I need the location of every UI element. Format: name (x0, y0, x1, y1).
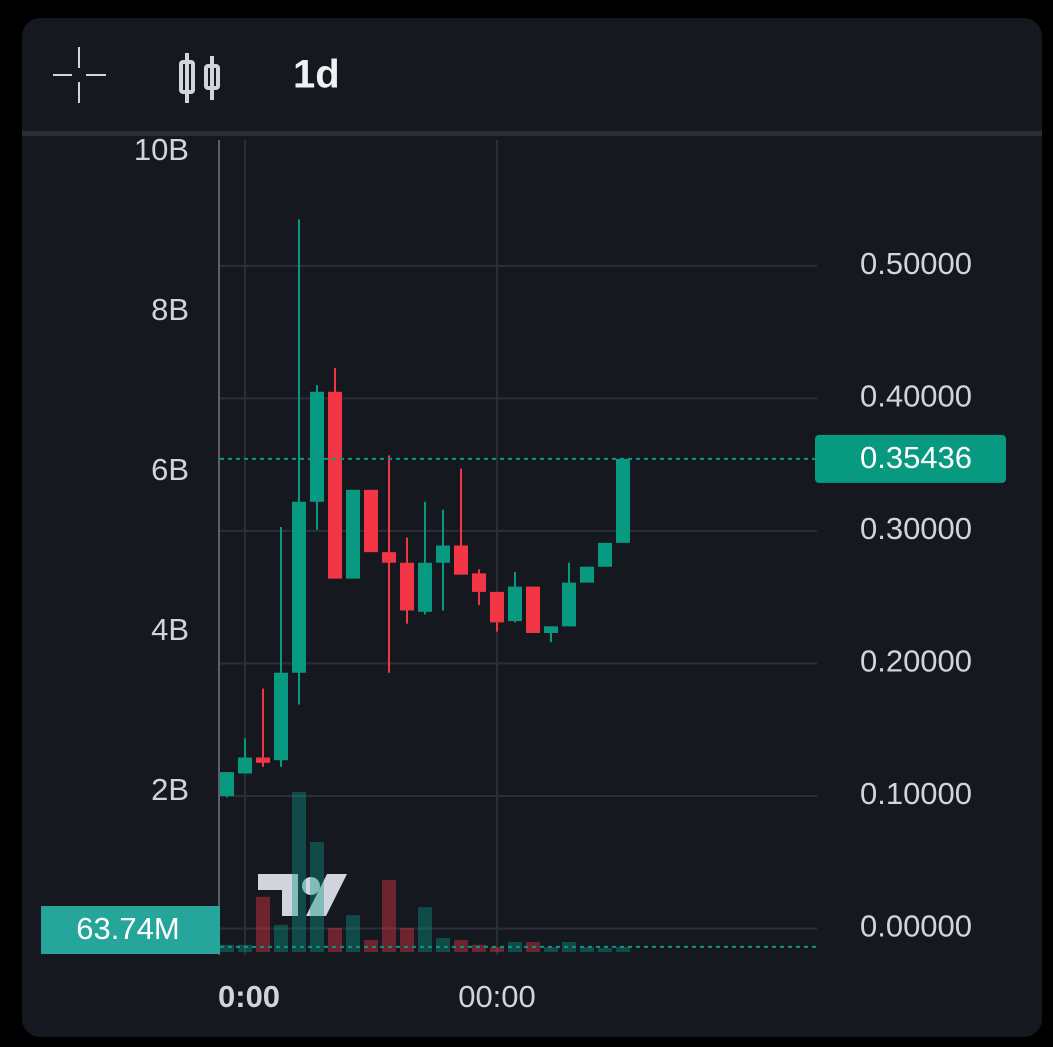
volume-bar (382, 880, 396, 952)
y-tick-label: 0.00000 (860, 909, 972, 944)
panel (22, 18, 1042, 1037)
last-volume-badge (41, 906, 220, 954)
volume-bar (328, 928, 342, 952)
volume-bar (490, 947, 504, 952)
candle-body (472, 573, 486, 592)
toolbar-divider (22, 131, 1042, 136)
y-tick-label: 0.30000 (860, 511, 972, 546)
y-tick-label: 0.50000 (860, 246, 972, 281)
chart-type-tool[interactable] (179, 53, 220, 103)
candle-body (490, 591, 504, 623)
volume-bar (238, 944, 252, 952)
y-tick-label: 0.10000 (860, 776, 972, 811)
plot (220, 219, 817, 952)
volume-bar (436, 938, 450, 952)
volume-bar (508, 942, 522, 952)
volume-bar (274, 924, 288, 952)
volume-bar (220, 944, 234, 952)
last-price-label: 0.35436 (860, 440, 972, 475)
volume-bar (400, 928, 414, 952)
volume-bar (310, 842, 324, 952)
candle-body (598, 542, 612, 567)
candle-body (364, 489, 378, 553)
y2-tick-label: 2B (151, 772, 189, 807)
watermark (258, 874, 347, 916)
candle-body (382, 552, 396, 563)
last-price-badge (815, 434, 1006, 483)
candle-body (544, 626, 558, 633)
volume-bar (418, 907, 432, 952)
candle-body (418, 562, 432, 612)
volume-bar (292, 792, 306, 952)
volume-bar (346, 915, 360, 952)
candle-body (580, 566, 594, 583)
labels-layer: 0.00000 0.10000 0.20000 0.30000 0.40000 0.500… (41, 132, 1006, 1014)
crosshair-tool[interactable] (53, 47, 106, 103)
volume-bar (598, 948, 612, 952)
volume-bar (544, 947, 558, 952)
y2-tick-label: 10B (134, 132, 189, 167)
volume-bar (256, 896, 270, 952)
candle-body (508, 586, 522, 622)
candle-body (562, 582, 576, 627)
candle-body (346, 489, 360, 579)
y2-tick-label: 8B (151, 292, 189, 327)
candle-body (256, 757, 270, 763)
candle-body (220, 772, 234, 796)
interval-button[interactable]: 1d (293, 53, 340, 97)
volume-bar (562, 942, 576, 952)
candle-body (238, 757, 252, 774)
y-tick-label: 0.20000 (860, 644, 972, 679)
volume-bar (364, 940, 378, 952)
candle-body (526, 586, 540, 633)
candle-body (400, 562, 414, 611)
candle-body (328, 391, 342, 579)
y2-tick-label: 6B (151, 452, 189, 487)
grid-layer (220, 140, 817, 955)
x-tick-label: 0:00 (218, 979, 280, 1014)
volume-bar (472, 944, 486, 952)
candle-body (292, 501, 306, 673)
volume-bar (580, 947, 594, 952)
y2-tick-label: 4B (151, 612, 189, 647)
candle-body (274, 672, 288, 761)
candle-body (616, 458, 630, 543)
candle-body (310, 391, 324, 502)
last-volume-label: 63.74M (76, 911, 179, 946)
volume-bar (616, 946, 630, 952)
x-tick-label: 00:00 (458, 979, 536, 1014)
y-tick-label: 0.40000 (860, 379, 972, 414)
candle-body (436, 545, 450, 563)
candle-body (454, 545, 468, 575)
